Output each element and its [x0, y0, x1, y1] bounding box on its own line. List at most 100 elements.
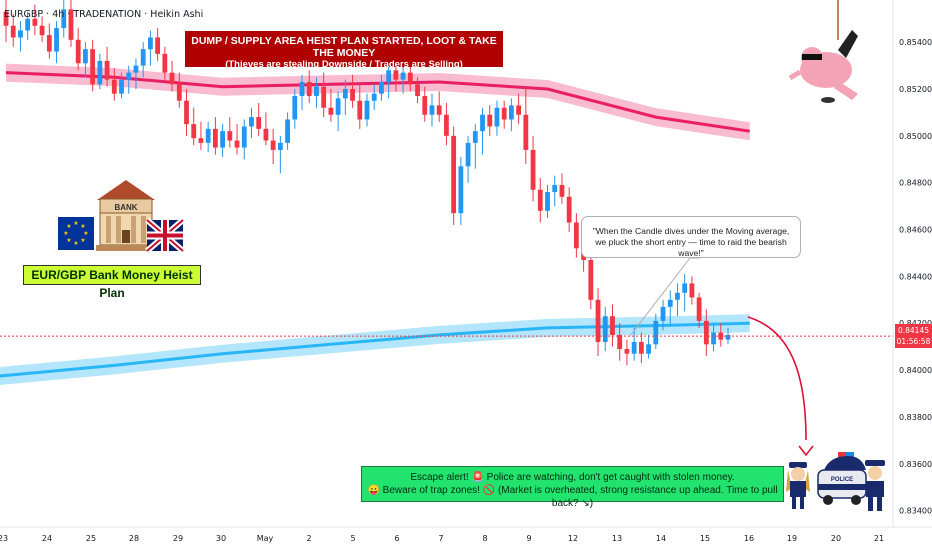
police-car-label: POLICE: [831, 477, 853, 483]
policewoman-icon: [786, 462, 810, 509]
speech-bubble: "When the Candle dives under the Moving …: [581, 216, 801, 258]
bar-countdown: 01:56:58: [896, 337, 931, 347]
candle-body: [566, 196, 572, 223]
ma-lower-band: [0, 314, 750, 385]
bubble-pointer: [629, 257, 700, 337]
candle-body: [119, 79, 124, 94]
candle-body: [660, 306, 666, 321]
candle-body: [148, 37, 153, 50]
candle-body: [299, 81, 305, 97]
candle-body: [617, 334, 623, 349]
candle-body: [184, 100, 189, 125]
candle-body: [198, 138, 204, 143]
time-axis[interactable]: 23 24 25 28 29 30 May 2 5 6 7 8 9 12 13 14 15 16 19 20 21: [0, 534, 884, 543]
price-tick-label: 0.85000: [899, 132, 932, 141]
candle-body: [501, 107, 507, 120]
candle-body: [624, 348, 630, 354]
time-tick-label: 29: [173, 534, 183, 543]
candle-body: [227, 131, 233, 141]
eu-flag-icon: ★ ★★★ ★★★★: [58, 217, 94, 250]
time-tick-label: 16: [744, 534, 754, 543]
current-price-value: 0.84145: [897, 326, 929, 336]
bank-building-icon: BANK: [96, 180, 156, 251]
price-tick-label: 0.84000: [899, 366, 932, 375]
policeman-icon: [865, 460, 885, 511]
candle-body: [306, 81, 312, 97]
candles: [3, 0, 731, 366]
candle-body: [379, 81, 384, 94]
candle-body: [400, 72, 406, 80]
time-tick-label: 25: [86, 534, 96, 543]
candle-body: [220, 131, 225, 148]
candle-body: [292, 96, 298, 120]
candle-body: [270, 140, 276, 150]
candle-body: [552, 185, 558, 193]
candle-body: [18, 30, 23, 38]
candle-body: [682, 283, 688, 293]
candle-body: [436, 105, 442, 115]
escape-alert-box: Escape alert! 🚨 Police are watching, don…: [361, 466, 784, 509]
candle-body: [176, 84, 182, 101]
candle-body: [126, 72, 132, 80]
candle-body: [573, 222, 579, 249]
time-tick-label: 2: [306, 534, 311, 543]
time-tick-label: 5: [350, 534, 355, 543]
candle-body: [631, 341, 637, 354]
svg-text:★: ★: [73, 220, 78, 227]
candle-body: [342, 89, 348, 99]
candle-body: [357, 100, 363, 120]
time-tick-label: 7: [438, 534, 443, 543]
candle-body: [256, 117, 262, 129]
candle-body: [602, 316, 608, 342]
ma-upper-line: [5, 71, 750, 133]
time-tick-label: 23: [0, 534, 8, 543]
candle-body: [451, 135, 457, 214]
current-price-tag: 0.84145 01:56:58: [895, 324, 932, 349]
time-tick-label: 20: [831, 534, 841, 543]
price-tick-label: 0.84400: [899, 272, 932, 281]
price-tick-label: 0.85200: [899, 85, 932, 94]
candle-body: [703, 320, 709, 345]
candle-body: [335, 98, 341, 115]
candle-body: [429, 105, 435, 115]
time-tick-label: 15: [700, 534, 710, 543]
candle-body: [155, 37, 161, 54]
robber-icon: [788, 0, 858, 103]
candle-body: [111, 79, 117, 94]
time-tick-label: 8: [482, 534, 487, 543]
candle-body: [285, 119, 290, 143]
svg-text:★: ★: [66, 223, 71, 230]
price-axis[interactable]: 0.85400 0.85200 0.85000 0.84800 0.84600 0.844…: [899, 38, 932, 515]
svg-text:★: ★: [73, 240, 78, 247]
candle-body: [393, 70, 399, 80]
candle-body: [350, 89, 355, 101]
time-tick-label: 21: [874, 534, 884, 543]
bubble-line-2: we pluck the short entry — time to raid …: [595, 237, 787, 258]
candle-body: [68, 9, 74, 40]
candle-body: [39, 25, 45, 36]
candle-body: [234, 140, 240, 148]
candle-body: [241, 126, 247, 148]
candle-body: [725, 334, 731, 340]
candle-body: [364, 100, 370, 120]
candle-body: [191, 124, 197, 139]
candle-body: [610, 316, 615, 335]
time-tick-label: 9: [526, 534, 531, 543]
candle-body: [444, 114, 449, 136]
candle-body: [675, 292, 680, 300]
candle-body: [371, 93, 377, 101]
candle-body: [407, 72, 413, 85]
candle-body: [140, 49, 146, 66]
candle-body: [3, 11, 9, 26]
plan-label: EUR/GBP Bank Money Heist Plan: [23, 265, 201, 300]
time-tick-label: 13: [612, 534, 622, 543]
candle-body: [386, 70, 392, 82]
candle-body: [54, 28, 59, 52]
candle-body: [415, 84, 420, 97]
svg-text:★: ★: [63, 230, 68, 237]
candle-body: [162, 53, 168, 73]
drop-arrowhead: [798, 445, 814, 457]
candle-body: [638, 341, 644, 354]
time-tick-label: May: [257, 534, 274, 543]
